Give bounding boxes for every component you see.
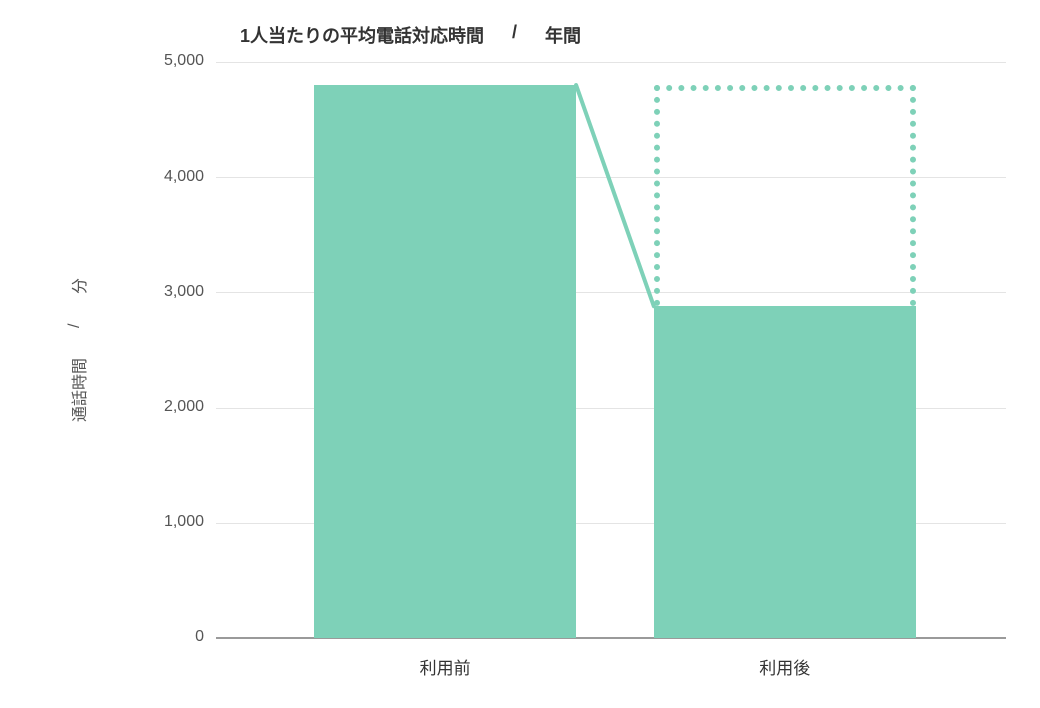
chart-card: 通話時間 / 分 0 1,000 2,000 3,000 4,000 5,000 利用前 利用…	[0, 0, 1040, 708]
y-axis-label-part-1: 通話時間	[66, 358, 90, 422]
y-tick-label: 0	[124, 628, 204, 646]
x-category-label: 利用後	[654, 654, 916, 679]
chart-title-part-2: /	[512, 22, 517, 43]
y-tick-label: 5,000	[124, 52, 204, 70]
y-tick-label: 1,000	[124, 513, 204, 531]
bar-利用前	[314, 85, 576, 638]
gridline	[216, 62, 1006, 63]
x-category-label: 利用前	[314, 654, 576, 679]
plot-area	[216, 62, 1006, 638]
bar-利用後	[654, 306, 916, 638]
y-tick-label: 3,000	[124, 283, 204, 301]
y-tick-label: 2,000	[124, 398, 204, 416]
ghost-bar	[654, 85, 916, 306]
y-tick-label: 4,000	[124, 168, 204, 186]
y-axis-label-part-3: 分	[66, 278, 90, 294]
chart-title-part-3: 年間	[545, 22, 581, 48]
chart-title-part-1: 1人当たりの平均電話対応時間	[240, 22, 484, 48]
y-axis-label-part-2: /	[66, 324, 84, 328]
